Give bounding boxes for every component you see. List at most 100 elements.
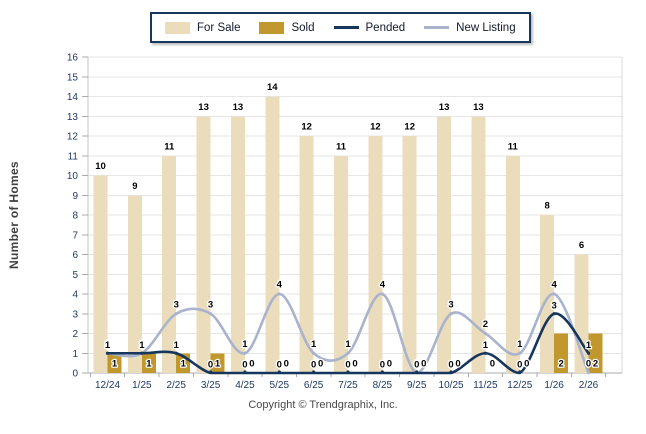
copyright-text: Copyright © Trendgraphix, Inc. xyxy=(248,399,398,411)
legend-label-pended: Pended xyxy=(365,21,406,34)
bar-for-sale xyxy=(471,116,486,373)
line-marker xyxy=(140,351,144,355)
legend-label-sold: Sold xyxy=(291,21,315,34)
bar-sold xyxy=(141,353,156,373)
y-tick-label: 15 xyxy=(67,72,79,83)
value-label-new-listing: 1 xyxy=(345,339,351,350)
line-marker xyxy=(518,370,522,374)
line-marker xyxy=(552,312,556,316)
value-label-for-sale: 8 xyxy=(544,201,549,212)
line-marker xyxy=(346,370,350,374)
value-label-for-sale: 14 xyxy=(267,82,278,93)
value-label-sold: 0 xyxy=(284,359,289,370)
x-tick-label: 8/25 xyxy=(373,380,393,391)
value-label-for-sale: 9 xyxy=(132,181,137,192)
line-marker xyxy=(380,292,384,296)
value-label-sold: 0 xyxy=(455,359,460,370)
bar-for-sale xyxy=(196,116,211,373)
bar-sold xyxy=(588,333,603,373)
x-tick-label: 9/25 xyxy=(407,380,427,391)
y-tick-label: 5 xyxy=(72,270,78,281)
value-label-sold: 1 xyxy=(181,359,187,370)
value-label-sold: 2 xyxy=(558,359,563,370)
value-label-new-listing: 0 xyxy=(586,359,591,370)
line-marker xyxy=(449,370,453,374)
line-marker xyxy=(380,370,384,374)
value-label-for-sale: 11 xyxy=(336,141,347,152)
y-tick-label: 3 xyxy=(72,309,78,320)
line-marker xyxy=(415,370,419,374)
value-label-pended: 0 xyxy=(208,360,213,371)
value-label-for-sale: 12 xyxy=(301,122,312,133)
y-tick-label: 11 xyxy=(68,151,79,162)
value-label-pended: 0 xyxy=(448,360,453,371)
bar-for-sale xyxy=(299,136,314,373)
value-label-for-sale: 11 xyxy=(508,141,519,152)
legend-item-sold: Sold xyxy=(259,21,315,34)
bar-for-sale xyxy=(505,155,520,373)
line-marker xyxy=(243,351,247,355)
bar-for-sale xyxy=(437,116,452,373)
y-axis-title: Number of Homes xyxy=(7,161,21,269)
legend: For Sale Sold Pended New Listing xyxy=(150,12,531,43)
value-label-sold: 1 xyxy=(146,359,152,370)
new-listing-line-swatch-icon xyxy=(424,26,450,29)
value-label-pended: 0 xyxy=(517,360,522,371)
x-tick-label: 11/25 xyxy=(473,380,498,391)
value-label-new-listing: 3 xyxy=(448,299,453,310)
y-tick-label: 13 xyxy=(67,112,79,123)
value-label-sold: 0 xyxy=(524,359,529,370)
value-label-new-listing: 1 xyxy=(517,339,523,350)
x-tick-label: 10/25 xyxy=(439,380,464,391)
value-label-pended: 1 xyxy=(483,340,489,351)
value-label-for-sale: 12 xyxy=(404,122,415,133)
value-label-for-sale: 13 xyxy=(439,102,450,113)
bar-for-sale xyxy=(368,136,383,373)
bar-sold xyxy=(210,353,225,373)
bar-for-sale xyxy=(402,136,417,373)
value-label-pended: 0 xyxy=(277,360,282,371)
value-label-for-sale: 12 xyxy=(370,122,381,133)
value-label-pended: 0 xyxy=(311,360,316,371)
x-tick-label: 12/24 xyxy=(95,380,120,391)
value-label-sold: 0 xyxy=(249,359,254,370)
line-marker xyxy=(483,331,488,336)
value-label-pended: 0 xyxy=(345,360,350,371)
y-tick-label: 9 xyxy=(72,191,78,202)
value-label-pended: 1 xyxy=(586,340,592,351)
x-tick-label: 2/25 xyxy=(166,380,186,391)
value-label-for-sale: 6 xyxy=(579,240,584,251)
value-label-new-listing: 2 xyxy=(483,319,488,330)
bar-for-sale xyxy=(265,96,280,373)
bar-for-sale xyxy=(93,175,108,373)
value-label-for-sale: 13 xyxy=(473,102,484,113)
line-marker xyxy=(312,370,316,374)
bar-for-sale xyxy=(540,215,555,373)
y-tick-label: 2 xyxy=(72,329,78,340)
line-marker xyxy=(518,351,522,355)
value-label-for-sale: 13 xyxy=(233,102,244,113)
value-label-new-listing: 4 xyxy=(551,280,557,291)
x-tick-label: 2/26 xyxy=(579,380,599,391)
bar-for-sale xyxy=(334,155,348,373)
y-tick-label: 1 xyxy=(72,349,78,360)
x-tick-label: 1/26 xyxy=(544,380,564,391)
value-label-new-listing: 4 xyxy=(277,280,283,291)
value-label-sold: 1 xyxy=(215,359,221,370)
line-marker xyxy=(243,370,247,374)
value-label-for-sale: 11 xyxy=(164,141,175,152)
y-tick-label: 6 xyxy=(72,250,78,261)
x-tick-label: 1/25 xyxy=(132,380,152,391)
value-label-new-listing: 0 xyxy=(414,359,419,370)
line-marker xyxy=(208,370,213,374)
value-label-new-listing: 4 xyxy=(380,280,386,291)
y-tick-label: 10 xyxy=(67,171,79,182)
y-tick-label: 16 xyxy=(67,53,79,64)
value-label-new-listing: 1 xyxy=(105,339,111,350)
line-marker xyxy=(586,351,591,355)
value-label-sold: 1 xyxy=(112,359,118,370)
legend-item-new-listing: New Listing xyxy=(424,22,516,34)
y-tick-label: 4 xyxy=(72,290,78,301)
